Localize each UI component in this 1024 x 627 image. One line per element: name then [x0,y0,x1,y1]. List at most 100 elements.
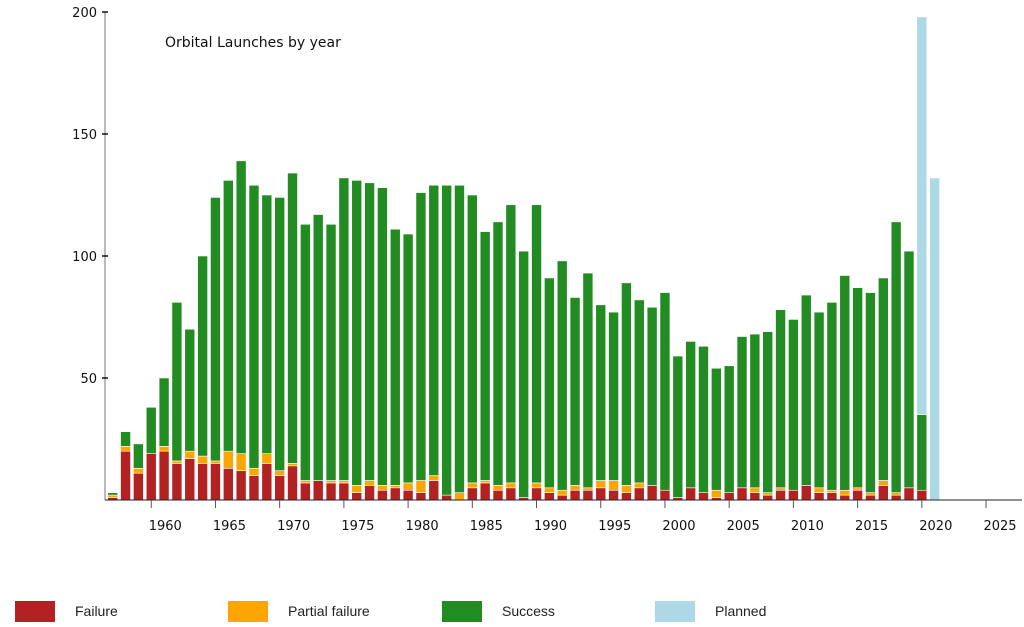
x-tick-label: 1970 [277,519,310,534]
bar-success [826,302,838,491]
bar-success [698,345,709,493]
bar-success [120,431,131,447]
bar-partial-failure [184,450,196,459]
bar-partial-failure [210,460,221,464]
legend-item-partial-failure: Partial failure [228,600,370,622]
bar-success [338,177,350,481]
bar-failure [441,494,452,501]
bar-success [839,275,851,491]
bar-failure [171,463,183,501]
bar-success [274,197,285,472]
bar-partial-failure [544,487,555,493]
x-tick-label: 1965 [213,519,246,534]
bar-success [685,341,696,489]
bar-partial-failure [274,470,285,476]
bar-partial-failure [428,475,440,481]
bar-success [775,309,786,489]
bar-partial-failure [852,487,863,491]
bar-failure [736,487,748,501]
bar-success [762,331,774,493]
bar-failure [775,489,786,501]
bar-failure [145,453,157,501]
bar-partial-failure [171,460,183,464]
bar-success [877,277,889,481]
bar-success [736,336,748,489]
bar-success [711,367,722,491]
bar-partial-failure [608,480,619,491]
bar-partial-failure [633,482,645,489]
legend-swatch-failure [15,600,55,622]
bar-success [441,184,452,496]
x-tick-label: 1975 [341,519,374,534]
bar-success [145,406,157,454]
bar-failure [184,458,196,501]
bar-partial-failure [248,467,260,476]
chart-title: Orbital Launches by year [165,35,341,51]
bar-success [184,328,196,452]
bar-success [492,221,504,486]
bar-failure [158,450,170,501]
bar-failure [235,470,247,501]
legend-label: Partial failure [288,603,370,619]
bar-success [531,204,542,484]
legend-swatch-planned [655,600,695,622]
bar-success [646,306,658,486]
y-tick-label: 50 [80,372,97,387]
bar-failure [800,485,812,501]
bar-partial-failure [351,485,363,493]
x-tick-label: 1990 [534,519,567,534]
bar-failure [389,487,401,501]
bar-failure [685,487,696,501]
bar-planned [916,16,928,415]
bar-success [210,197,221,462]
bar-failure [556,494,568,501]
bar-partial-failure [531,482,542,489]
bar-success [248,184,260,469]
bar-failure [608,489,619,501]
bar-failure [505,487,517,501]
bar-success [261,194,273,454]
bar-success [749,333,761,489]
bar-success [312,214,324,481]
bar-failure [813,492,825,501]
y-tick-label: 150 [72,128,97,143]
bar-success [852,287,863,489]
bar-failure [877,485,889,501]
bar-partial-failure [261,453,273,464]
bar-failure [916,489,928,501]
bar-success [723,365,735,493]
bar-success [518,250,529,498]
legend-item-planned: Planned [655,600,766,622]
bar-partial-failure [556,489,568,496]
x-tick-label: 2020 [919,519,952,534]
legend-label: Success [502,603,555,619]
bar-success [300,223,311,481]
bar-failure [582,489,594,501]
y-tick-label: 200 [72,6,97,21]
bar-success [171,302,183,462]
bar-failure [467,487,478,501]
bar-failure [903,487,915,501]
bar-success [389,228,401,486]
bar-failure [531,487,542,501]
bar-failure [364,485,375,501]
bars-group [107,16,940,501]
x-tick-label: 1995 [598,519,631,534]
x-tick-label: 1985 [470,519,503,534]
bar-success [813,311,825,489]
bar-failure [852,489,863,501]
bar-partial-failure [492,485,504,491]
legend-item-failure: Failure [15,600,118,622]
bar-partial-failure [415,480,427,493]
bar-success [415,192,427,481]
bar-partial-failure [467,482,478,489]
x-tick-label: 2010 [791,519,824,534]
bar-partial-failure [865,492,876,496]
bar-partial-failure [813,487,825,493]
bar-partial-failure [569,485,581,491]
bar-partial-failure [197,455,208,464]
bar-failure [300,482,311,501]
bar-success [133,443,144,469]
bar-success [454,184,465,493]
bar-success [377,187,388,486]
